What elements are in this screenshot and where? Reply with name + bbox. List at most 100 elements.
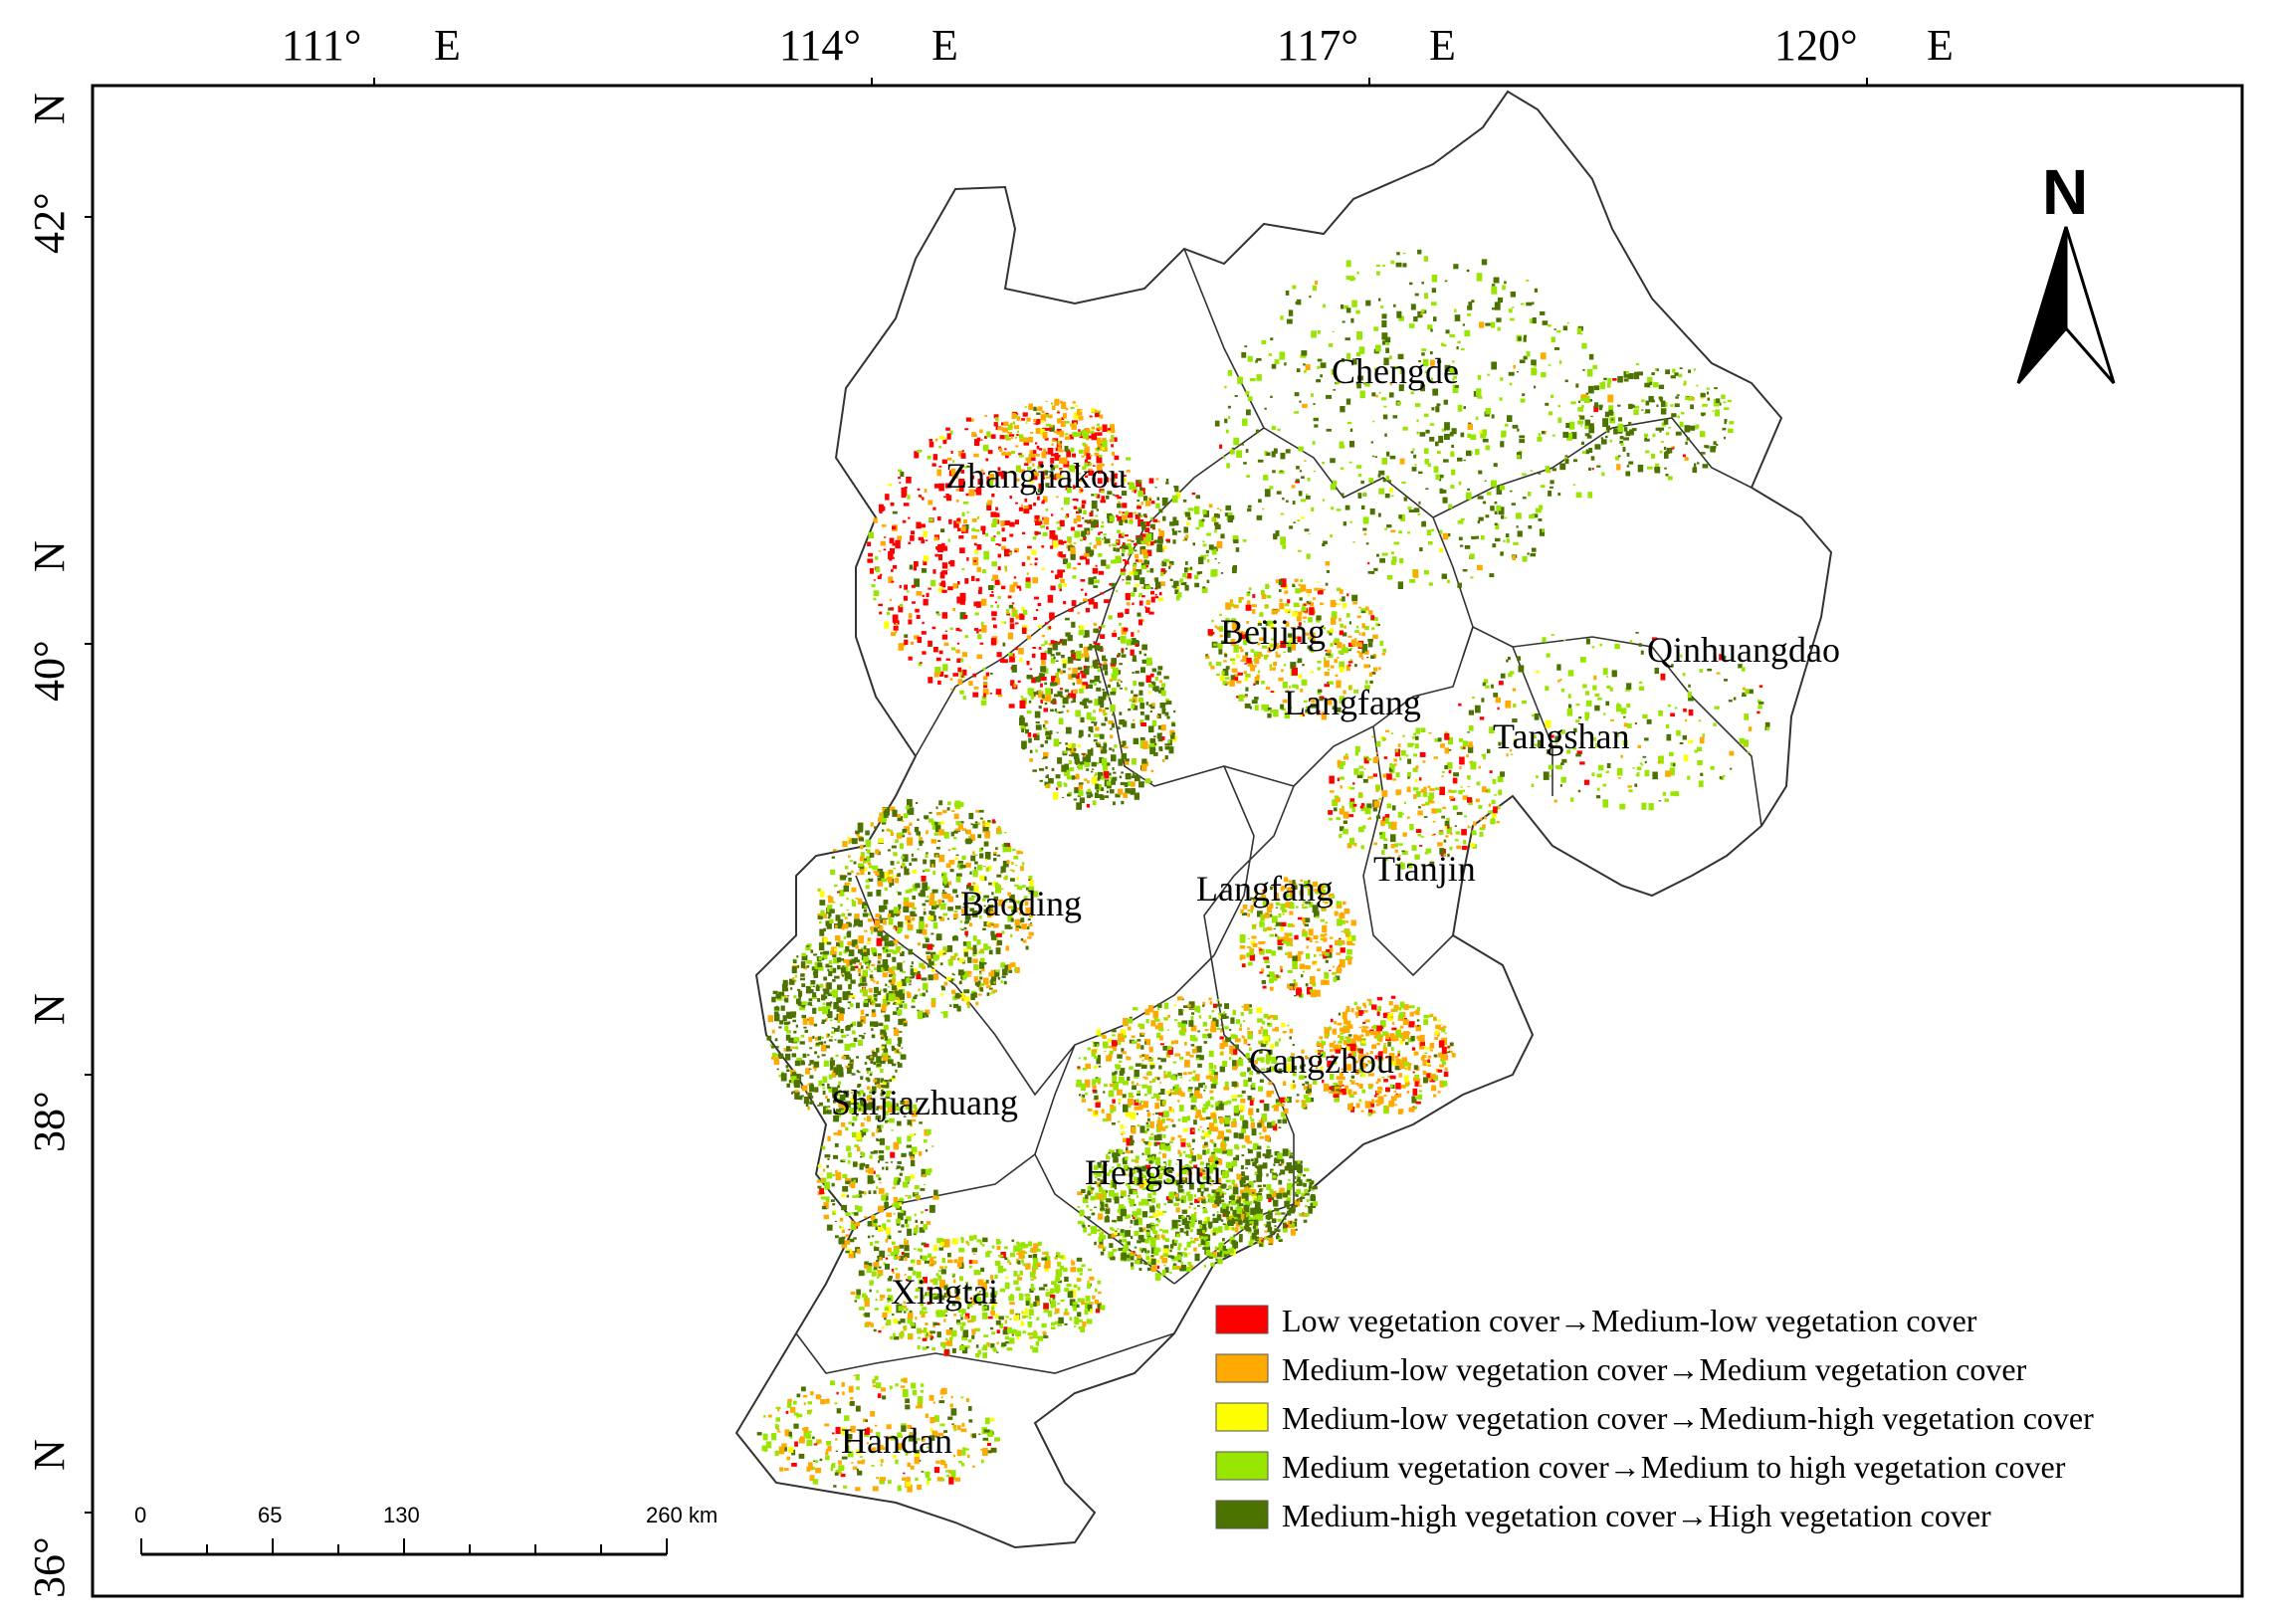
vegetation-change-pixel (1052, 682, 1058, 687)
vegetation-change-pixel (800, 1095, 804, 1098)
vegetation-change-pixel (830, 1057, 834, 1061)
vegetation-change-pixel (891, 845, 897, 849)
vegetation-change-pixel (1154, 686, 1159, 693)
vegetation-change-pixel (895, 539, 901, 549)
vegetation-change-pixel (960, 928, 964, 931)
vegetation-change-pixel (985, 532, 988, 537)
vegetation-change-pixel (942, 809, 947, 814)
vegetation-change-pixel (968, 681, 973, 686)
vegetation-change-pixel (937, 554, 942, 561)
vegetation-change-pixel (1170, 1092, 1177, 1096)
vegetation-change-pixel (823, 990, 829, 995)
vegetation-change-pixel (1149, 1081, 1152, 1084)
vegetation-change-pixel (778, 1074, 781, 1078)
vegetation-change-pixel (1330, 947, 1334, 952)
vegetation-change-pixel (901, 1152, 907, 1157)
vegetation-change-pixel (907, 799, 913, 807)
vegetation-change-pixel (978, 892, 982, 895)
vegetation-change-pixel (855, 1205, 859, 1210)
vegetation-change-pixel (1216, 998, 1220, 1001)
vegetation-change-pixel (859, 1163, 864, 1170)
vegetation-change-pixel (977, 589, 982, 595)
vegetation-change-pixel (816, 984, 819, 986)
vegetation-change-pixel (931, 889, 938, 894)
vegetation-change-pixel (972, 673, 977, 678)
vegetation-change-pixel (895, 878, 900, 884)
vegetation-change-pixel (993, 851, 997, 855)
vegetation-change-pixel (1009, 584, 1015, 593)
vegetation-change-pixel (785, 1065, 789, 1069)
vegetation-change-pixel (1066, 775, 1072, 780)
vegetation-change-pixel (1038, 518, 1041, 521)
vegetation-change-pixel (863, 1117, 867, 1120)
vegetation-change-pixel (1333, 1094, 1340, 1098)
vegetation-change-pixel (882, 947, 886, 950)
vegetation-change-pixel (1153, 1017, 1157, 1021)
vegetation-change-pixel (979, 970, 982, 973)
vegetation-change-pixel (1121, 650, 1125, 654)
vegetation-change-pixel (1004, 520, 1010, 525)
vegetation-change-pixel (1149, 567, 1154, 573)
vegetation-change-pixel (892, 614, 899, 623)
vegetation-change-pixel (1098, 532, 1101, 535)
vegetation-change-pixel (898, 832, 905, 836)
vegetation-change-pixel (894, 1104, 898, 1108)
vegetation-change-pixel (1025, 457, 1030, 461)
vegetation-change-pixel (925, 869, 930, 872)
vegetation-change-pixel (801, 1075, 804, 1077)
vegetation-change-pixel (1105, 795, 1110, 798)
vegetation-change-pixel (1220, 1051, 1224, 1055)
vegetation-change-pixel (1040, 471, 1045, 478)
vegetation-change-pixel (970, 418, 974, 422)
vegetation-change-pixel (1239, 1073, 1244, 1076)
vegetation-change-pixel (1361, 1089, 1365, 1094)
vegetation-change-pixel (832, 1210, 836, 1215)
vegetation-change-pixel (909, 902, 915, 908)
vegetation-change-pixel (826, 1172, 833, 1179)
vegetation-change-pixel (988, 987, 993, 990)
vegetation-change-pixel (1027, 545, 1032, 549)
vegetation-change-pixel (877, 953, 882, 956)
vegetation-change-pixel (1166, 701, 1172, 705)
vegetation-change-pixel (959, 802, 964, 807)
vegetation-change-pixel (1026, 572, 1029, 575)
vegetation-change-pixel (1323, 1026, 1326, 1028)
vegetation-change-pixel (895, 630, 898, 634)
vegetation-change-pixel (848, 949, 855, 956)
vegetation-change-pixel (1284, 1108, 1289, 1115)
vegetation-change-pixel (1119, 1076, 1125, 1084)
vegetation-change-pixel (1412, 1088, 1418, 1096)
vegetation-change-pixel (1016, 434, 1019, 437)
vegetation-change-pixel (881, 878, 887, 883)
vegetation-change-pixel (1348, 1024, 1353, 1029)
vegetation-change-pixel (1132, 655, 1136, 661)
vegetation-change-pixel (1068, 769, 1072, 771)
vegetation-change-pixel (1309, 902, 1314, 908)
vegetation-change-pixel (888, 551, 894, 559)
vegetation-change-pixel (1157, 597, 1163, 602)
vegetation-change-pixel (1014, 437, 1017, 439)
vegetation-change-pixel (972, 882, 976, 885)
vegetation-change-pixel (1125, 759, 1130, 765)
vegetation-change-pixel (1157, 1127, 1160, 1131)
vegetation-change-pixel (1341, 1031, 1345, 1034)
vegetation-change-pixel (1104, 741, 1107, 743)
vegetation-change-pixel (823, 950, 830, 955)
vegetation-change-pixel (866, 1055, 870, 1060)
vegetation-change-pixel (1034, 710, 1041, 718)
vegetation-change-pixel (1181, 1009, 1185, 1012)
vegetation-change-pixel (1098, 696, 1105, 706)
vegetation-change-pixel (823, 927, 826, 931)
vegetation-change-pixel (1004, 485, 1007, 489)
vegetation-change-pixel (1399, 1039, 1404, 1045)
vegetation-change-pixel (980, 622, 984, 626)
vegetation-change-pixel (987, 912, 992, 918)
vegetation-change-pixel (1285, 902, 1291, 909)
vegetation-change-pixel (905, 921, 908, 924)
vegetation-change-pixel (865, 1169, 871, 1173)
vegetation-change-pixel (840, 1159, 846, 1163)
vegetation-change-pixel (891, 1077, 896, 1081)
vegetation-change-pixel (838, 1081, 841, 1086)
vegetation-change-pixel (817, 998, 821, 1002)
vegetation-change-pixel (1360, 1101, 1363, 1104)
